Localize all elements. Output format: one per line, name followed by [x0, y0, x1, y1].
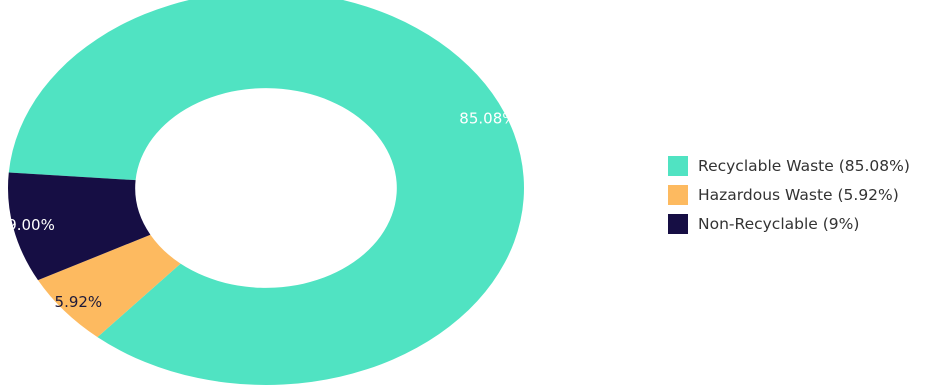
- donut-slice: [7, 172, 151, 281]
- legend-swatch: [668, 184, 688, 205]
- slice-data-label: 5.92%: [55, 293, 103, 311]
- legend-item[interactable]: Hazardous Waste (5.92%): [668, 180, 910, 209]
- legend-item[interactable]: Non-Recyclable (9%): [668, 209, 910, 238]
- donut-slice: [8, 0, 524, 385]
- legend-swatch: [668, 155, 688, 176]
- legend-label: Recyclable Waste (85.08%): [698, 156, 910, 175]
- legend-label: Non-Recyclable (9%): [698, 214, 860, 233]
- donut-slice: [37, 234, 181, 338]
- chart-legend: Recyclable Waste (85.08%) Hazardous Waste…: [668, 151, 910, 238]
- legend-swatch: [668, 213, 688, 234]
- legend-label: Hazardous Waste (5.92%): [698, 185, 899, 204]
- slice-data-label: 85.08%: [459, 109, 516, 127]
- donut-slices: [7, 0, 524, 385]
- slice-data-label: 9.00%: [7, 216, 55, 234]
- donut-data-labels: 85.08% 5.92% 9.00%: [7, 109, 516, 311]
- legend-item[interactable]: Recyclable Waste (85.08%): [668, 151, 910, 180]
